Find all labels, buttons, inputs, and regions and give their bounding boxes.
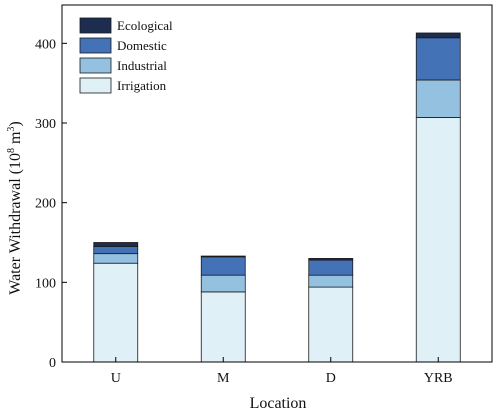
y-axis-title-main: Water Withdrawal (10 [7, 153, 24, 295]
plot-frame [61, 4, 493, 363]
bar-yrb-ecological [415, 32, 461, 39]
bar-m-industrial [200, 274, 246, 293]
bar-d-irrigation [308, 286, 354, 363]
bar-u-irrigation [93, 262, 139, 363]
axes-layer: 0 100 200 300 400 U M D YRB [35, 4, 493, 386]
x-tick-label: D [326, 371, 336, 386]
y-axis-title-mid: m [7, 131, 24, 148]
bar-u-ecological [93, 242, 139, 247]
legend-label-irrigation: Irrigation [117, 78, 167, 93]
legend-swatch-ecological [79, 17, 112, 34]
bar-d-domestic [308, 259, 354, 276]
bar-d-ecological [308, 258, 354, 261]
y-tick-label: 400 [35, 37, 56, 52]
legend-label-domestic: Domestic [117, 38, 167, 53]
bar-yrb-industrial [415, 79, 461, 118]
legend-label-industrial: Industrial [117, 58, 167, 73]
x-tick-label: U [111, 371, 121, 386]
bar-yrb-domestic [415, 37, 461, 81]
legend-swatch-industrial [79, 57, 112, 74]
y-axis-title-sup2: 3 [6, 127, 17, 132]
bar-m-domestic [200, 256, 246, 276]
bar-d-industrial [308, 274, 354, 288]
legend-swatch-irrigation [79, 77, 112, 94]
bar-m-ecological [200, 255, 246, 258]
y-tick-label: 200 [35, 197, 56, 212]
bar-yrb-irrigation [415, 117, 461, 363]
y-tick-label: 100 [35, 276, 56, 291]
legend-label-ecological: Ecological [117, 18, 173, 33]
bar-u-industrial [93, 253, 139, 264]
y-tick-label: 0 [49, 356, 56, 371]
legend-swatch-domestic [79, 37, 112, 54]
x-axis-title: Location [250, 395, 307, 412]
y-axis-title-end: ) [7, 121, 24, 126]
bars-layer [93, 32, 461, 363]
x-tick-label: M [217, 371, 230, 386]
y-tick-label: 300 [35, 117, 56, 132]
y-axis-title: Water Withdrawal (108 m3) [6, 121, 24, 295]
legend: Ecological Domestic Industrial Irrigation [79, 17, 173, 94]
bar-u-domestic [93, 246, 139, 255]
bar-m-irrigation [200, 291, 246, 363]
x-tick-label: YRB [424, 371, 453, 386]
y-axis-title-sup1: 8 [6, 148, 17, 153]
